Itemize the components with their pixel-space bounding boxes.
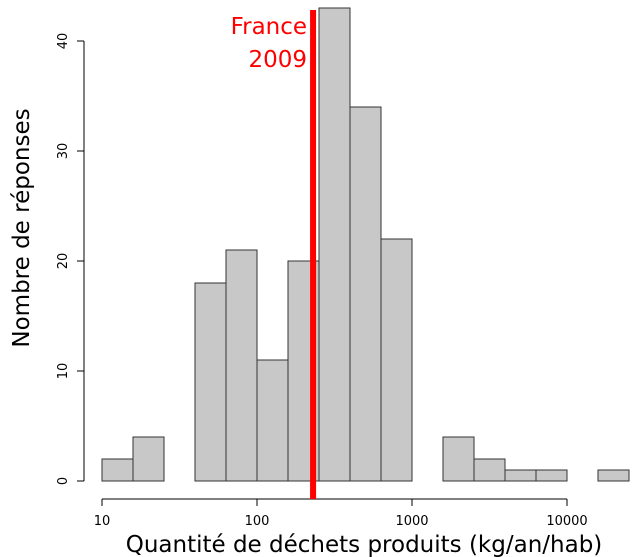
- x-tick-label: 1000: [395, 514, 428, 529]
- histogram-bar: [504, 469, 537, 482]
- x-axis: 10 100 1000 10000: [94, 498, 588, 529]
- y-tick-label: 10: [56, 363, 71, 380]
- histogram-bar: [597, 469, 630, 482]
- reference-label-line1: France: [231, 14, 307, 40]
- x-axis-title: Quantité de déchets produits (kg/an/hab): [126, 532, 603, 557]
- histogram-bar: [101, 458, 134, 482]
- histogram-bar: [132, 436, 165, 482]
- histogram-bar: [473, 458, 506, 482]
- reference-label-line2: 2009: [249, 47, 308, 73]
- y-tick-label: 30: [56, 143, 71, 160]
- histogram-bars: [101, 7, 630, 482]
- reference-line-group: France 2009: [231, 10, 317, 499]
- histogram-bar: [225, 249, 258, 482]
- histogram-bar: [256, 359, 289, 482]
- histogram-bar: [349, 106, 382, 482]
- y-axis: 0 10 20 30 40: [56, 33, 85, 485]
- histogram-bar: [318, 7, 351, 482]
- y-tick-label: 0: [56, 477, 71, 485]
- histogram-bar: [535, 469, 568, 482]
- y-tick-label: 20: [56, 253, 71, 270]
- histogram-bar: [380, 238, 413, 482]
- x-tick-label: 100: [245, 514, 270, 529]
- histogram-bar: [442, 436, 475, 482]
- x-tick-label: 10: [94, 514, 111, 529]
- x-tick-label: 10000: [546, 514, 587, 529]
- y-axis-title: Nombre de réponses: [9, 108, 35, 347]
- histogram-bar: [194, 282, 227, 482]
- y-tick-label: 40: [56, 33, 71, 50]
